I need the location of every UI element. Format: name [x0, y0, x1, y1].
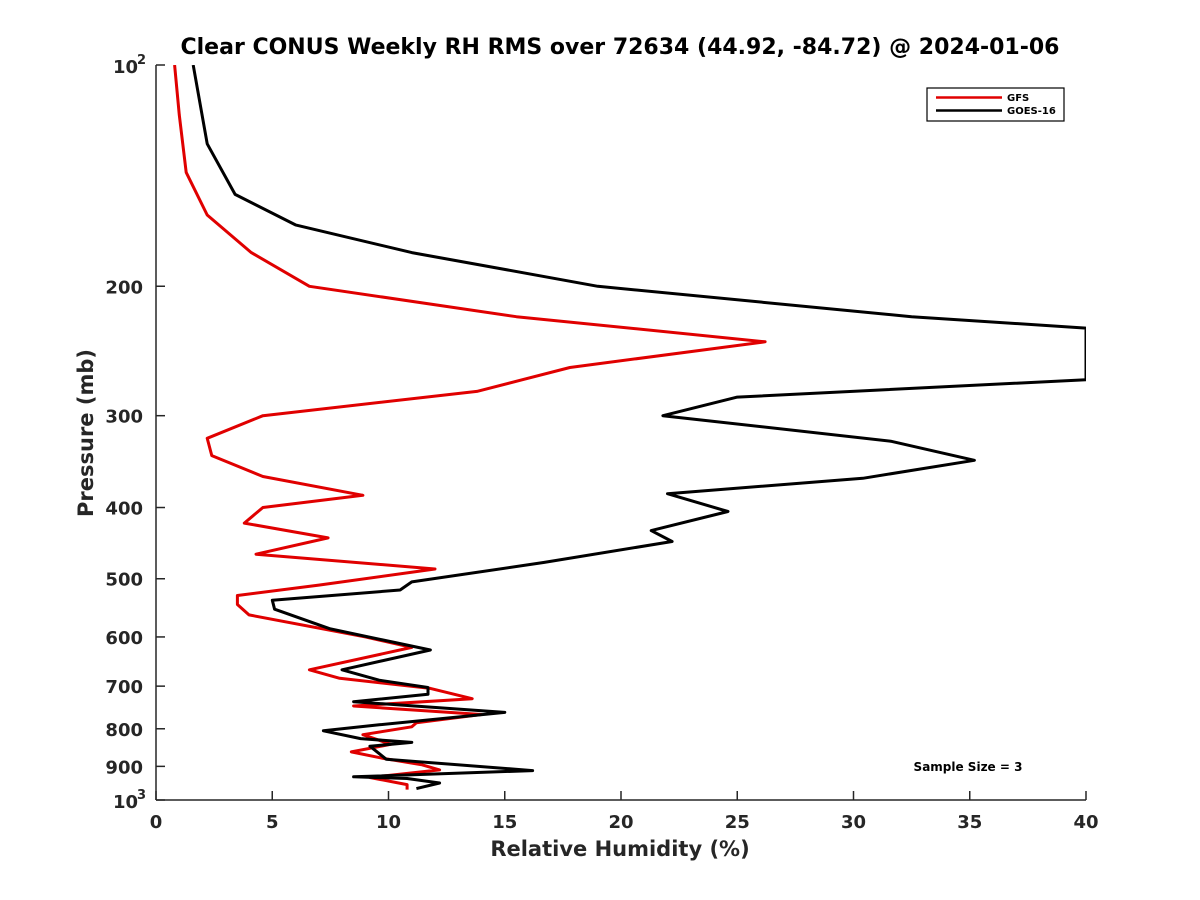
x-tick-label: 10 [376, 812, 401, 833]
y-tick-label: 10 [113, 57, 138, 78]
legend: GFS GOES-16 [926, 87, 1065, 122]
y-tick-label: 10 [113, 792, 138, 813]
y-axis-label: Pressure (mb) [74, 349, 98, 517]
x-tick-label: 35 [957, 812, 982, 833]
y-tick-label: 500 [105, 570, 143, 591]
x-tick-label: 25 [725, 812, 750, 833]
sample-size-annotation: Sample Size = 3 [914, 760, 1023, 774]
y-tick-label: 400 [105, 499, 143, 520]
y-tick-label: 200 [105, 277, 143, 298]
y-tick-label-exponent: 3 [137, 788, 146, 803]
legend-label-gfs: GFS [1007, 93, 1029, 104]
y-tick-label: 300 [105, 407, 143, 428]
plot-area [155, 65, 1086, 801]
x-axis-ticks: 0 5 10 15 20 25 30 35 40 [150, 791, 1099, 833]
x-tick-label: 20 [608, 812, 633, 833]
y-tick-label: 700 [105, 677, 143, 698]
x-tick-label: 30 [841, 812, 866, 833]
y-tick-label: 800 [105, 720, 143, 741]
x-tick-label: 40 [1073, 812, 1098, 833]
chart-title: Clear CONUS Weekly RH RMS over 72634 (44… [181, 35, 1060, 60]
x-axis-label: Relative Humidity (%) [490, 837, 749, 861]
series-line-goes16 [191, 65, 1086, 791]
x-tick-label: 5 [266, 812, 279, 833]
y-tick-label: 600 [105, 628, 143, 649]
x-tick-label: 0 [150, 812, 163, 833]
y-tick-label: 900 [105, 757, 143, 778]
legend-label-goes16: GOES-16 [1007, 106, 1056, 117]
x-tick-label: 15 [492, 812, 517, 833]
legend-box [926, 87, 1065, 122]
y-tick-label-exponent: 2 [137, 53, 146, 68]
